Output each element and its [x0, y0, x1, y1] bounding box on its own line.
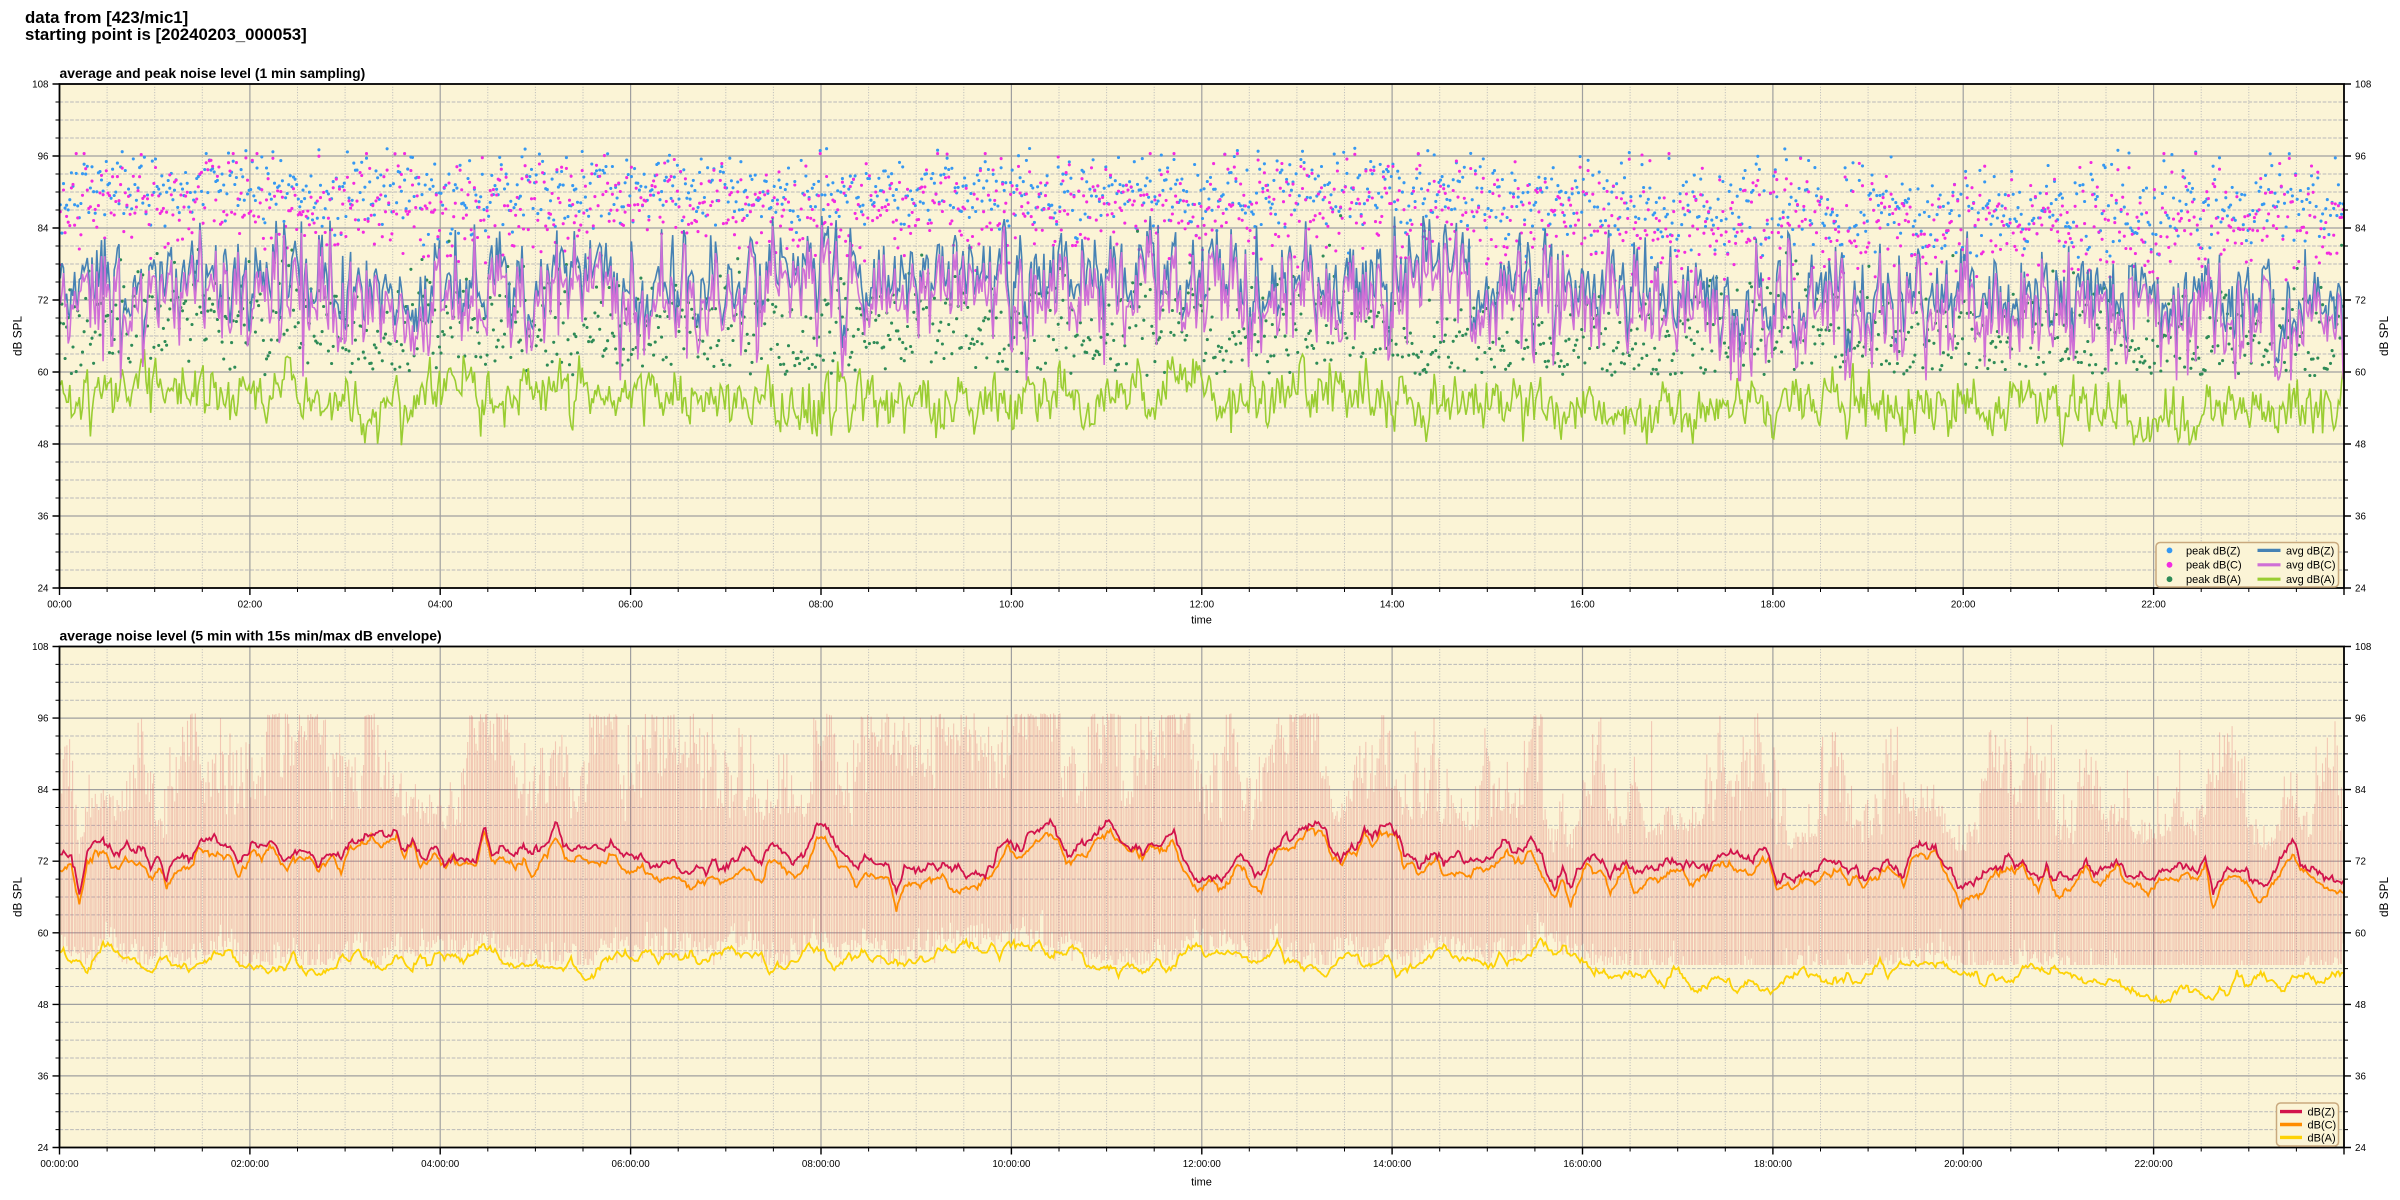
svg-text:peak dB(C): peak dB(C): [2186, 560, 2242, 572]
svg-text:48: 48: [38, 1000, 49, 1011]
svg-text:dB(C): dB(C): [2308, 1119, 2337, 1131]
svg-text:72: 72: [38, 296, 49, 307]
svg-text:dB SPL: dB SPL: [2377, 316, 2391, 356]
svg-text:12:00: 12:00: [1190, 600, 1215, 611]
svg-text:20:00:00: 20:00:00: [1944, 1159, 1983, 1170]
svg-text:12:00:00: 12:00:00: [1183, 1159, 1222, 1170]
svg-text:84: 84: [38, 785, 49, 796]
svg-text:60: 60: [38, 368, 49, 379]
svg-text:96: 96: [38, 714, 49, 725]
svg-text:dB(A): dB(A): [2308, 1132, 2336, 1144]
svg-text:average noise level (5 min wit: average noise level (5 min with 15s min/…: [60, 628, 442, 644]
svg-text:peak dB(A): peak dB(A): [2186, 574, 2241, 586]
svg-text:04:00: 04:00: [428, 600, 453, 611]
svg-text:00:00:00: 00:00:00: [40, 1159, 79, 1170]
svg-text:48: 48: [2355, 440, 2366, 451]
svg-text:20:00: 20:00: [1951, 600, 1976, 611]
svg-text:84: 84: [2355, 785, 2366, 796]
svg-text:10:00: 10:00: [999, 600, 1024, 611]
svg-text:36: 36: [2355, 1071, 2366, 1082]
svg-text:10:00:00: 10:00:00: [992, 1159, 1031, 1170]
svg-text:avg dB(C): avg dB(C): [2286, 560, 2336, 572]
svg-text:84: 84: [38, 224, 49, 235]
svg-text:108: 108: [2355, 80, 2372, 91]
svg-text:08:00:00: 08:00:00: [802, 1159, 841, 1170]
svg-text:dB SPL: dB SPL: [11, 877, 25, 917]
svg-text:starting point is [20240203_00: starting point is [20240203_000053]: [25, 25, 307, 44]
svg-text:24: 24: [38, 1143, 49, 1154]
svg-text:36: 36: [38, 512, 49, 523]
svg-text:60: 60: [38, 928, 49, 939]
svg-text:02:00:00: 02:00:00: [231, 1159, 270, 1170]
svg-text:06:00: 06:00: [618, 600, 643, 611]
svg-text:18:00: 18:00: [1761, 600, 1786, 611]
svg-text:96: 96: [38, 152, 49, 163]
svg-text:dB SPL: dB SPL: [2377, 877, 2391, 917]
svg-text:16:00: 16:00: [1570, 600, 1595, 611]
svg-text:24: 24: [38, 584, 49, 595]
svg-text:06:00:00: 06:00:00: [612, 1159, 651, 1170]
svg-text:108: 108: [32, 642, 49, 653]
svg-text:22:00:00: 22:00:00: [2135, 1159, 2174, 1170]
svg-text:22:00: 22:00: [2141, 600, 2166, 611]
svg-text:72: 72: [2355, 857, 2366, 868]
svg-text:48: 48: [2355, 1000, 2366, 1011]
svg-text:60: 60: [2355, 928, 2366, 939]
svg-text:96: 96: [2355, 714, 2366, 725]
svg-text:02:00: 02:00: [238, 600, 263, 611]
svg-text:84: 84: [2355, 224, 2366, 235]
svg-text:00:00: 00:00: [47, 600, 72, 611]
svg-text:18:00:00: 18:00:00: [1754, 1159, 1793, 1170]
svg-text:96: 96: [2355, 152, 2366, 163]
svg-text:108: 108: [32, 80, 49, 91]
svg-text:60: 60: [2355, 368, 2366, 379]
svg-text:14:00: 14:00: [1380, 600, 1405, 611]
svg-text:time: time: [1191, 615, 1212, 627]
svg-text:24: 24: [2355, 1143, 2366, 1154]
svg-text:04:00:00: 04:00:00: [421, 1159, 460, 1170]
svg-text:time: time: [1191, 1177, 1212, 1189]
svg-text:avg dB(Z): avg dB(Z): [2286, 545, 2334, 557]
svg-text:average and peak noise level (: average and peak noise level (1 min samp…: [60, 65, 366, 81]
svg-text:avg dB(A): avg dB(A): [2286, 574, 2335, 586]
svg-text:data from [423/mic1]: data from [423/mic1]: [25, 8, 188, 27]
svg-text:72: 72: [38, 857, 49, 868]
svg-text:14:00:00: 14:00:00: [1373, 1159, 1412, 1170]
svg-text:36: 36: [38, 1071, 49, 1082]
svg-text:08:00: 08:00: [809, 600, 834, 611]
svg-text:36: 36: [2355, 512, 2366, 523]
svg-text:24: 24: [2355, 584, 2366, 595]
svg-text:dB(Z): dB(Z): [2308, 1107, 2336, 1119]
svg-text:108: 108: [2355, 642, 2372, 653]
svg-text:72: 72: [2355, 296, 2366, 307]
svg-text:48: 48: [38, 440, 49, 451]
svg-text:16:00:00: 16:00:00: [1563, 1159, 1602, 1170]
svg-text:dB SPL: dB SPL: [11, 316, 25, 356]
svg-text:peak dB(Z): peak dB(Z): [2186, 545, 2240, 557]
